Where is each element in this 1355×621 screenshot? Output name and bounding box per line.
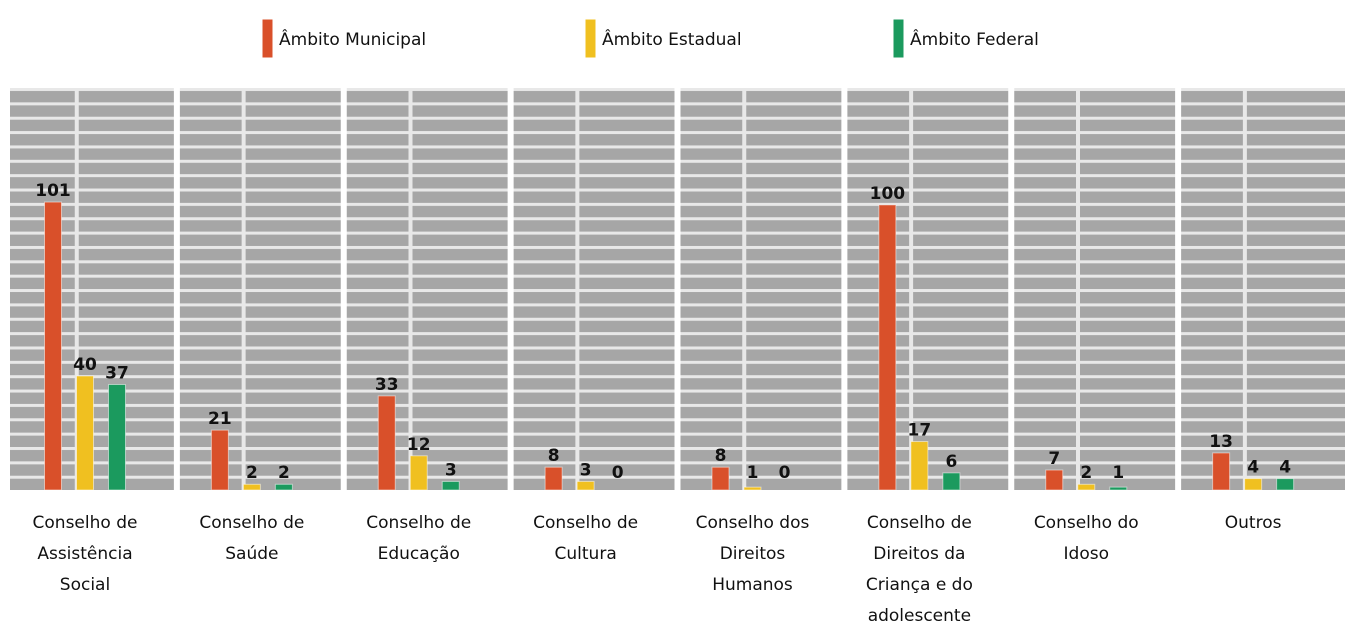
value-label: 1: [747, 463, 759, 483]
x-tick-label: Conselho de Educação: [366, 513, 472, 564]
panel-divider: [74, 88, 79, 490]
value-label: 0: [779, 463, 791, 483]
value-label: 2: [246, 463, 258, 483]
value-label: 6: [945, 452, 957, 472]
panel-divider: [408, 88, 413, 490]
bar: [210, 429, 229, 491]
value-label: 21: [208, 409, 232, 429]
x-tick-label: Conselho de Saúde: [199, 513, 305, 564]
value-label: 3: [445, 460, 457, 480]
panel-divider: [742, 88, 747, 490]
value-label: 2: [278, 463, 290, 483]
panel-separator: [1008, 88, 1015, 490]
bar: [108, 384, 126, 491]
panel-separator: [841, 88, 848, 490]
value-label: 40: [73, 355, 97, 375]
x-tick-label: Conselho de Direitos da Criança e do ado…: [865, 513, 973, 621]
bar: [942, 472, 961, 491]
value-label: 4: [1279, 458, 1291, 478]
legend-swatch: [892, 18, 905, 59]
value-label: 101: [35, 181, 71, 201]
value-label: 4: [1247, 458, 1259, 478]
value-label: 7: [1048, 449, 1060, 469]
value-label: 100: [870, 184, 906, 204]
value-label: 2: [1080, 463, 1092, 483]
bar: [1276, 478, 1295, 491]
bar: [544, 466, 563, 491]
x-tick-label: Conselho dos Direitos Humanos: [695, 513, 810, 595]
panel-separator: [674, 88, 681, 490]
bar: [910, 441, 929, 491]
x-tick-label: Conselho do Idoso: [1033, 513, 1139, 564]
legend-label: Âmbito Estadual: [602, 28, 742, 50]
panel-divider: [575, 88, 580, 490]
legend-swatch: [584, 18, 597, 59]
bar: [711, 466, 730, 491]
panel-separator: [507, 88, 514, 490]
panel-separator: [1175, 88, 1182, 490]
value-label: 37: [105, 364, 129, 384]
value-label: 1: [1112, 463, 1124, 483]
bar: [76, 375, 94, 491]
bar: [409, 455, 428, 491]
bar: [1077, 483, 1096, 491]
value-label: 12: [407, 435, 431, 455]
value-label: 8: [715, 446, 727, 466]
bar: [441, 480, 460, 491]
value-label: 17: [908, 421, 932, 441]
bar: [878, 204, 897, 491]
panel-divider: [909, 88, 914, 490]
panel-separator: [173, 88, 180, 490]
bar: [743, 486, 762, 491]
x-tick-label: Conselho de Cultura: [533, 513, 639, 564]
bar: [377, 395, 396, 491]
bar: [1212, 452, 1231, 491]
bar: [1244, 478, 1263, 491]
value-label: 3: [580, 460, 592, 480]
bar: [1045, 469, 1064, 491]
value-label: 13: [1209, 432, 1233, 452]
x-tick-label: Outros: [1224, 513, 1282, 533]
bar: [44, 201, 62, 491]
panel-divider: [1242, 88, 1247, 490]
value-label: 8: [548, 446, 560, 466]
legend-label: Âmbito Federal: [910, 28, 1039, 50]
legend-label: Âmbito Municipal: [279, 28, 426, 50]
bar: [1109, 486, 1128, 491]
bar: [242, 483, 261, 491]
bar: [274, 483, 293, 491]
x-tick-label: Conselho de Assistência Social: [32, 513, 138, 595]
panel-divider: [241, 88, 246, 490]
value-label: 0: [612, 463, 624, 483]
panel-separator: [340, 88, 347, 490]
legend-swatch: [261, 18, 274, 59]
panel-divider: [1076, 88, 1080, 490]
value-label: 33: [375, 375, 399, 395]
bar: [576, 480, 595, 491]
